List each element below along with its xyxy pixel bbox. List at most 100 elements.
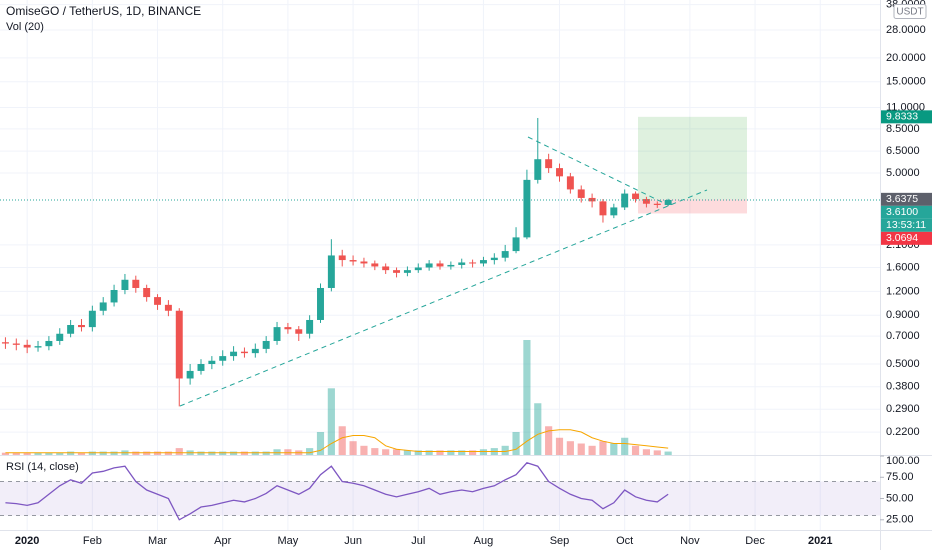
- y-tick-label: 20.0000: [886, 52, 926, 64]
- candle-body: [208, 360, 216, 365]
- candle-body: [23, 344, 31, 348]
- volume-bar: [56, 452, 64, 455]
- y-tick-label: 0.5000: [886, 358, 920, 370]
- currency[interactable]: USDT: [896, 7, 923, 18]
- x-tick-label: May: [278, 535, 299, 547]
- candle-body: [545, 159, 553, 169]
- volume-bar: [555, 437, 564, 455]
- volume-bar: [621, 437, 629, 455]
- candles: [0, 117, 880, 407]
- rsi-tick-label: 75.00: [886, 471, 914, 483]
- volume-bar: [653, 450, 661, 455]
- volume-bar: [1, 452, 10, 455]
- volume-bar: [382, 449, 390, 455]
- trend-line: [527, 136, 669, 206]
- candle-body: [577, 189, 585, 198]
- candle-body: [99, 302, 107, 311]
- candle-body: [338, 255, 346, 261]
- candle-body: [523, 179, 531, 238]
- volume-bar: [197, 451, 205, 455]
- volume-bar: [262, 451, 270, 455]
- y-tick-label: 0.3800: [886, 381, 920, 393]
- candle-body: [425, 263, 433, 268]
- y-tick-label: 0.9000: [886, 309, 920, 321]
- x-tick-label: Jul: [411, 535, 425, 547]
- volume-bar: [251, 451, 259, 455]
- price-tag-label: 3.0694: [886, 232, 918, 244]
- x-tick-label: Oct: [616, 535, 633, 547]
- candle-body: [414, 267, 422, 271]
- y-tick-label: 6.5000: [886, 145, 920, 157]
- x-tick-label: Feb: [83, 535, 102, 547]
- candle-body: [349, 260, 357, 262]
- price-tag-label: 3.6100: [886, 206, 918, 218]
- volume-bar: [566, 441, 574, 455]
- volume-bar: [414, 450, 422, 455]
- volume-bar: [77, 452, 86, 455]
- candle-body: [479, 260, 487, 264]
- volume-bar: [327, 388, 335, 455]
- price-tag-label: 3.6375: [886, 193, 918, 205]
- candle-body: [458, 262, 466, 265]
- x-tick-label: 2021: [808, 535, 832, 547]
- rsi-band: [0, 481, 880, 516]
- price-tag: [881, 231, 932, 245]
- candle-body: [45, 340, 53, 347]
- volume-bar: [631, 445, 640, 455]
- candle-body: [295, 329, 303, 334]
- candle-body: [621, 193, 629, 208]
- volume-ma: [5, 429, 669, 454]
- volume-bar: [523, 340, 531, 455]
- x-tick-label: Aug: [474, 535, 494, 547]
- stop-zone: [638, 199, 747, 214]
- volume-bar: [12, 452, 20, 455]
- volume-bar: [403, 450, 411, 455]
- y-tick-label: 1.2000: [886, 285, 920, 297]
- candle-body: [78, 325, 85, 328]
- candle-body: [251, 348, 259, 354]
- volume-bar: [392, 449, 401, 455]
- volume-bar: [175, 448, 183, 455]
- candle-body: [501, 251, 509, 258]
- candle-body: [556, 168, 563, 177]
- currency-box[interactable]: [893, 4, 927, 19]
- candle-body: [327, 255, 335, 288]
- rsi-tick-label: 100.00: [886, 455, 920, 467]
- price-tag: [881, 218, 932, 232]
- x-tick-label: Apr: [214, 535, 231, 547]
- candle-body: [154, 297, 162, 305]
- volume-bar: [371, 448, 379, 455]
- price-tag: [881, 192, 932, 206]
- price-tag: [881, 110, 932, 124]
- chart-title: OmiseGO / TetherUS, 1D, BINANCE: [6, 4, 201, 18]
- candle-body: [306, 319, 314, 334]
- volume-bar: [273, 449, 281, 455]
- volume-bar: [229, 451, 238, 455]
- candle-body: [12, 343, 20, 345]
- target-zone: [638, 116, 747, 200]
- candle-body: [56, 333, 64, 341]
- y-tick-label: 0.2900: [886, 403, 920, 415]
- candle-body: [588, 197, 596, 202]
- candle-body: [371, 263, 379, 267]
- candle-body: [186, 370, 194, 379]
- candle-body: [566, 176, 574, 190]
- price-tag-label: 9.8333: [886, 111, 918, 123]
- volume-bar: [577, 443, 585, 455]
- volume-bar: [110, 451, 118, 455]
- volume-bar: [588, 445, 596, 455]
- volume-bar: [436, 450, 444, 455]
- volume-bar: [360, 445, 368, 455]
- volume-bar: [316, 432, 325, 455]
- candle-body: [110, 289, 118, 303]
- candle-body: [610, 207, 618, 216]
- volume-bar: [479, 449, 488, 455]
- y-tick-label: 5.0000: [886, 167, 920, 179]
- volume-bar: [240, 451, 249, 455]
- rsi-title: RSI (14, close): [6, 461, 79, 473]
- volume-bar: [664, 451, 672, 455]
- candle-body: [534, 159, 542, 180]
